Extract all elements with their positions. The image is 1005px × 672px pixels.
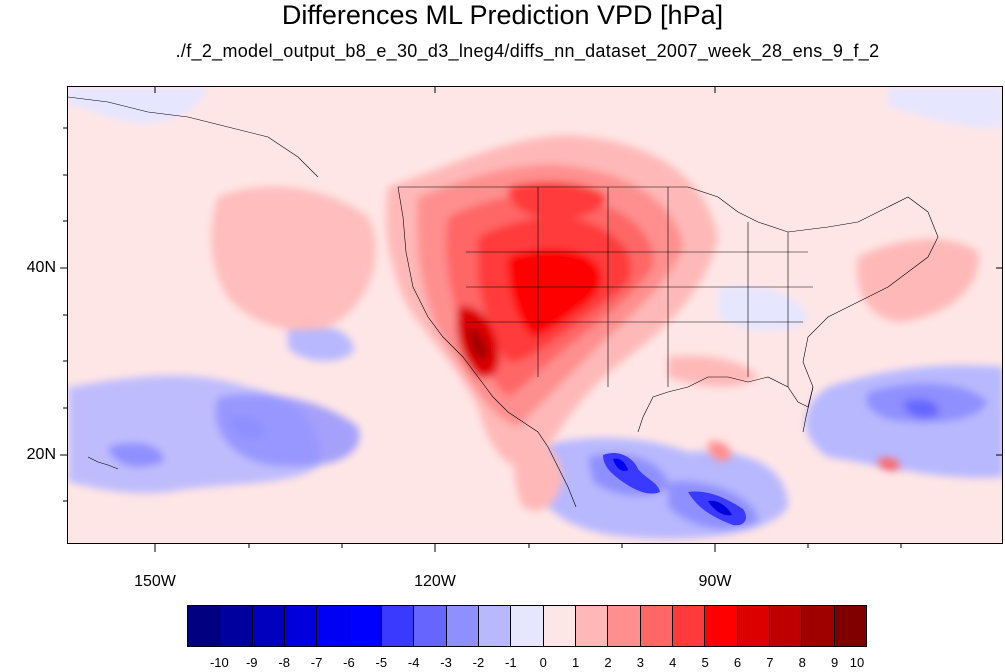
- colorbar-cell: [284, 606, 318, 646]
- lat-label-20n: 20N: [26, 446, 56, 463]
- colorbar-cell: [672, 606, 706, 646]
- colorbar-tick-label: -8: [278, 655, 290, 670]
- colorbar-tick-label: 7: [766, 655, 774, 670]
- colorbar-cell: [802, 606, 835, 646]
- colorbar-cell: [608, 606, 641, 646]
- colorbar-cell: [478, 606, 512, 646]
- colorbar-tick-label: -10: [209, 655, 229, 670]
- colorbar-tick-label: 9: [830, 655, 839, 670]
- colorbar-cell: [220, 606, 253, 646]
- positive-anomaly-regions: [211, 135, 979, 511]
- colorbar-tick-label: 8: [798, 655, 806, 670]
- colorbar-cell: [188, 606, 221, 646]
- colorbar-tick-label: -5: [375, 655, 388, 670]
- colorbar-tick-label: -2: [472, 655, 485, 670]
- colorbar-cell: [834, 606, 866, 646]
- colorbar-tick-label: -9: [245, 655, 258, 670]
- colorbar-cell: [737, 606, 770, 646]
- colorbar-tick-label: -1: [505, 655, 517, 670]
- colorbar-cell: [769, 606, 803, 646]
- vpd-difference-field: [68, 87, 1002, 543]
- colorbar-tick-label: 1: [571, 655, 580, 670]
- lon-label-120w: 120W: [414, 573, 456, 590]
- colorbar-cell: [575, 606, 609, 646]
- colorbar-tick-label: 5: [701, 655, 709, 670]
- colorbar-tick-label: -3: [440, 655, 452, 670]
- colorbar-tick-label: 6: [733, 655, 742, 670]
- colorbar-tick-label: 4: [669, 655, 677, 670]
- colorbar-tick-label: 3: [636, 655, 644, 670]
- colorbar-tick-label: 10: [849, 655, 865, 670]
- map-title: Differences ML Prediction VPD [hPa]: [281, 0, 724, 30]
- map-subtitle: ./f_2_model_output_b8_e_30_d3_lneg4/diff…: [175, 41, 880, 61]
- colorbar-labels: -10 -9 -8 -7 -6 -5 -4 -3 -2 -1 0 1 2 3 4 5 6 7 8 9 10: [187, 655, 867, 671]
- colorbar-cell: [414, 606, 447, 646]
- colorbar-cell: [349, 606, 382, 646]
- lon-label-90w: 90W: [698, 573, 732, 590]
- lon-label-150w: 150W: [134, 573, 176, 590]
- colorbar-tick-label: -6: [343, 655, 355, 670]
- colorbar-tick-label: -4: [407, 655, 420, 670]
- colorbar-cell: [446, 606, 479, 646]
- strong-negative-patches: [603, 452, 747, 526]
- colorbar-tick-label: 2: [604, 655, 612, 670]
- colorbar-cell: [511, 606, 544, 646]
- colorbar-tick-label: 0: [539, 655, 547, 670]
- colorbar-cell: [381, 606, 415, 646]
- coastlines-and-borders: [68, 96, 939, 508]
- negative-anomaly-regions: [68, 87, 1002, 539]
- colorbar-cell: [705, 606, 738, 646]
- map-panel: [67, 86, 1003, 544]
- colorbar-cell: [317, 606, 350, 646]
- colorbar-cell: [543, 606, 576, 646]
- colorbar: [187, 605, 867, 647]
- colorbar-cell: [252, 606, 285, 646]
- colorbar-tick-label: -7: [310, 655, 323, 670]
- colorbar-cell: [640, 606, 673, 646]
- lat-label-40n: 40N: [26, 259, 56, 276]
